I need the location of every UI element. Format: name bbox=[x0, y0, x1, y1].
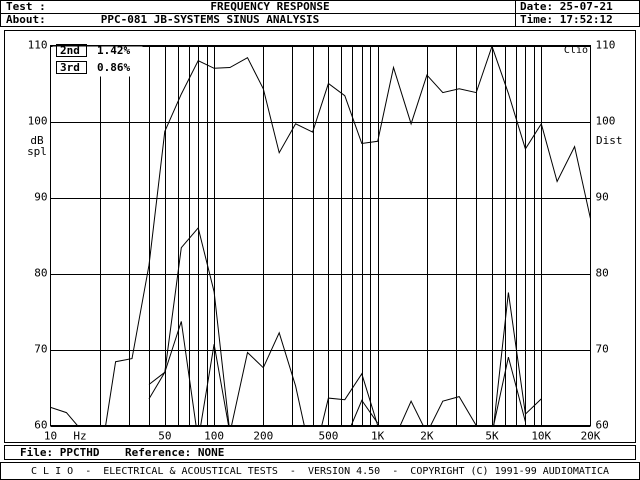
x-tick-label: 1K bbox=[371, 430, 385, 443]
date: Date: 25-07-21 bbox=[520, 0, 613, 13]
y-tick-label: 60 bbox=[34, 419, 47, 432]
x-tick-label: 200 bbox=[253, 430, 273, 443]
y2-tick-label: 70 bbox=[596, 343, 609, 356]
x-tick-label: 20K bbox=[581, 430, 601, 443]
x-tick-label: 500 bbox=[318, 430, 338, 443]
file: File: PPCTHD bbox=[20, 446, 100, 459]
legend-name: 3rd bbox=[60, 61, 80, 74]
y-tick-label: 90 bbox=[34, 191, 47, 204]
y-tick-label: 70 bbox=[34, 343, 47, 356]
legend-key bbox=[56, 44, 87, 57]
y-tick-label: 80 bbox=[34, 267, 47, 280]
y-label: dB bbox=[30, 134, 44, 147]
x-tick-label: 50 bbox=[158, 430, 171, 443]
y-label: spl bbox=[27, 145, 47, 158]
title: FREQUENCY RESPONSE bbox=[210, 0, 329, 13]
series-line bbox=[148, 226, 542, 426]
series-line bbox=[148, 321, 526, 426]
test-label: Test : bbox=[6, 0, 46, 13]
x-tick-label: 5K bbox=[485, 430, 499, 443]
credits: C L I O - ELECTRICAL & ACOUSTICAL TESTS … bbox=[31, 466, 609, 477]
plot-frame bbox=[50, 45, 591, 426]
y2-label: Dist bbox=[596, 134, 623, 147]
legend-key bbox=[56, 61, 87, 74]
x-tick-label: 100 bbox=[204, 430, 224, 443]
series-line bbox=[50, 45, 591, 426]
y2-tick-label: 60 bbox=[596, 419, 609, 432]
y-tick-label: 100 bbox=[28, 115, 48, 128]
time: Time: 17:52:12 bbox=[520, 13, 613, 26]
x-tick-label: 10K bbox=[531, 430, 551, 443]
x-tick-label: 2K bbox=[420, 430, 434, 443]
y2-tick-label: 100 bbox=[596, 115, 616, 128]
y2-tick-label: 90 bbox=[596, 191, 609, 204]
legend-name: 2nd bbox=[60, 44, 80, 57]
legend-total: 0.86% bbox=[97, 61, 130, 74]
plot-lines bbox=[50, 45, 591, 426]
reference: Reference: NONE bbox=[125, 446, 224, 459]
x-tick-label: 10 bbox=[44, 430, 57, 443]
file-frame bbox=[4, 445, 636, 460]
about: PPC-081 JB-SYSTEMS SINUS ANALYSIS bbox=[101, 13, 320, 26]
about-label: About: bbox=[6, 13, 46, 26]
legend-total: 1.42% bbox=[97, 44, 130, 57]
chart-frame bbox=[4, 30, 636, 443]
corner-label: Clio bbox=[564, 45, 588, 56]
y-tick-label: 110 bbox=[28, 39, 48, 52]
y2-tick-label: 80 bbox=[596, 267, 609, 280]
y2-tick-label: 110 bbox=[596, 39, 616, 52]
x-unit: Hz bbox=[73, 430, 86, 443]
